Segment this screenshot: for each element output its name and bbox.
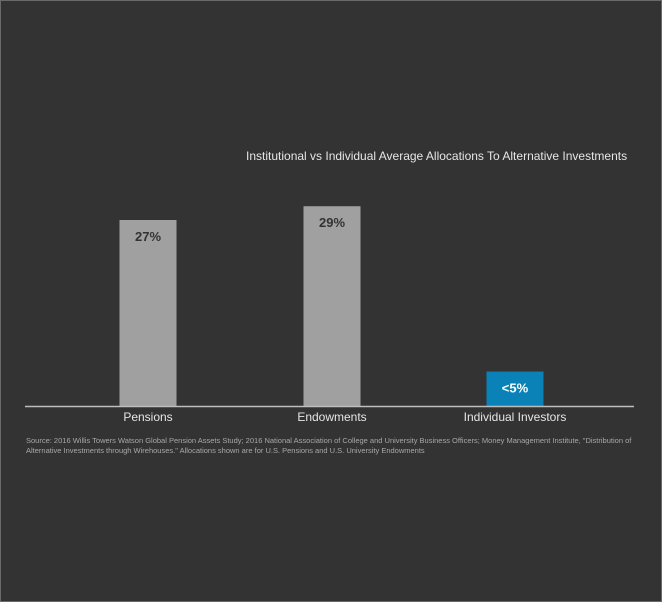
category-label: Endowments [297,410,366,424]
bar-value-label: 29% [319,215,345,230]
category-label: Pensions [123,410,172,424]
bar-individual-investors [486,371,544,406]
bar-endowments [303,206,361,406]
source-note: Source: 2016 Willis Towers Watson Global… [26,436,632,455]
chart-title: Institutional vs Individual Average Allo… [246,149,628,163]
bar-value-label: <5% [502,381,529,396]
category-label: Individual Investors [464,410,567,424]
bar-value-label: 27% [135,229,161,244]
bar-pensions [119,220,177,406]
